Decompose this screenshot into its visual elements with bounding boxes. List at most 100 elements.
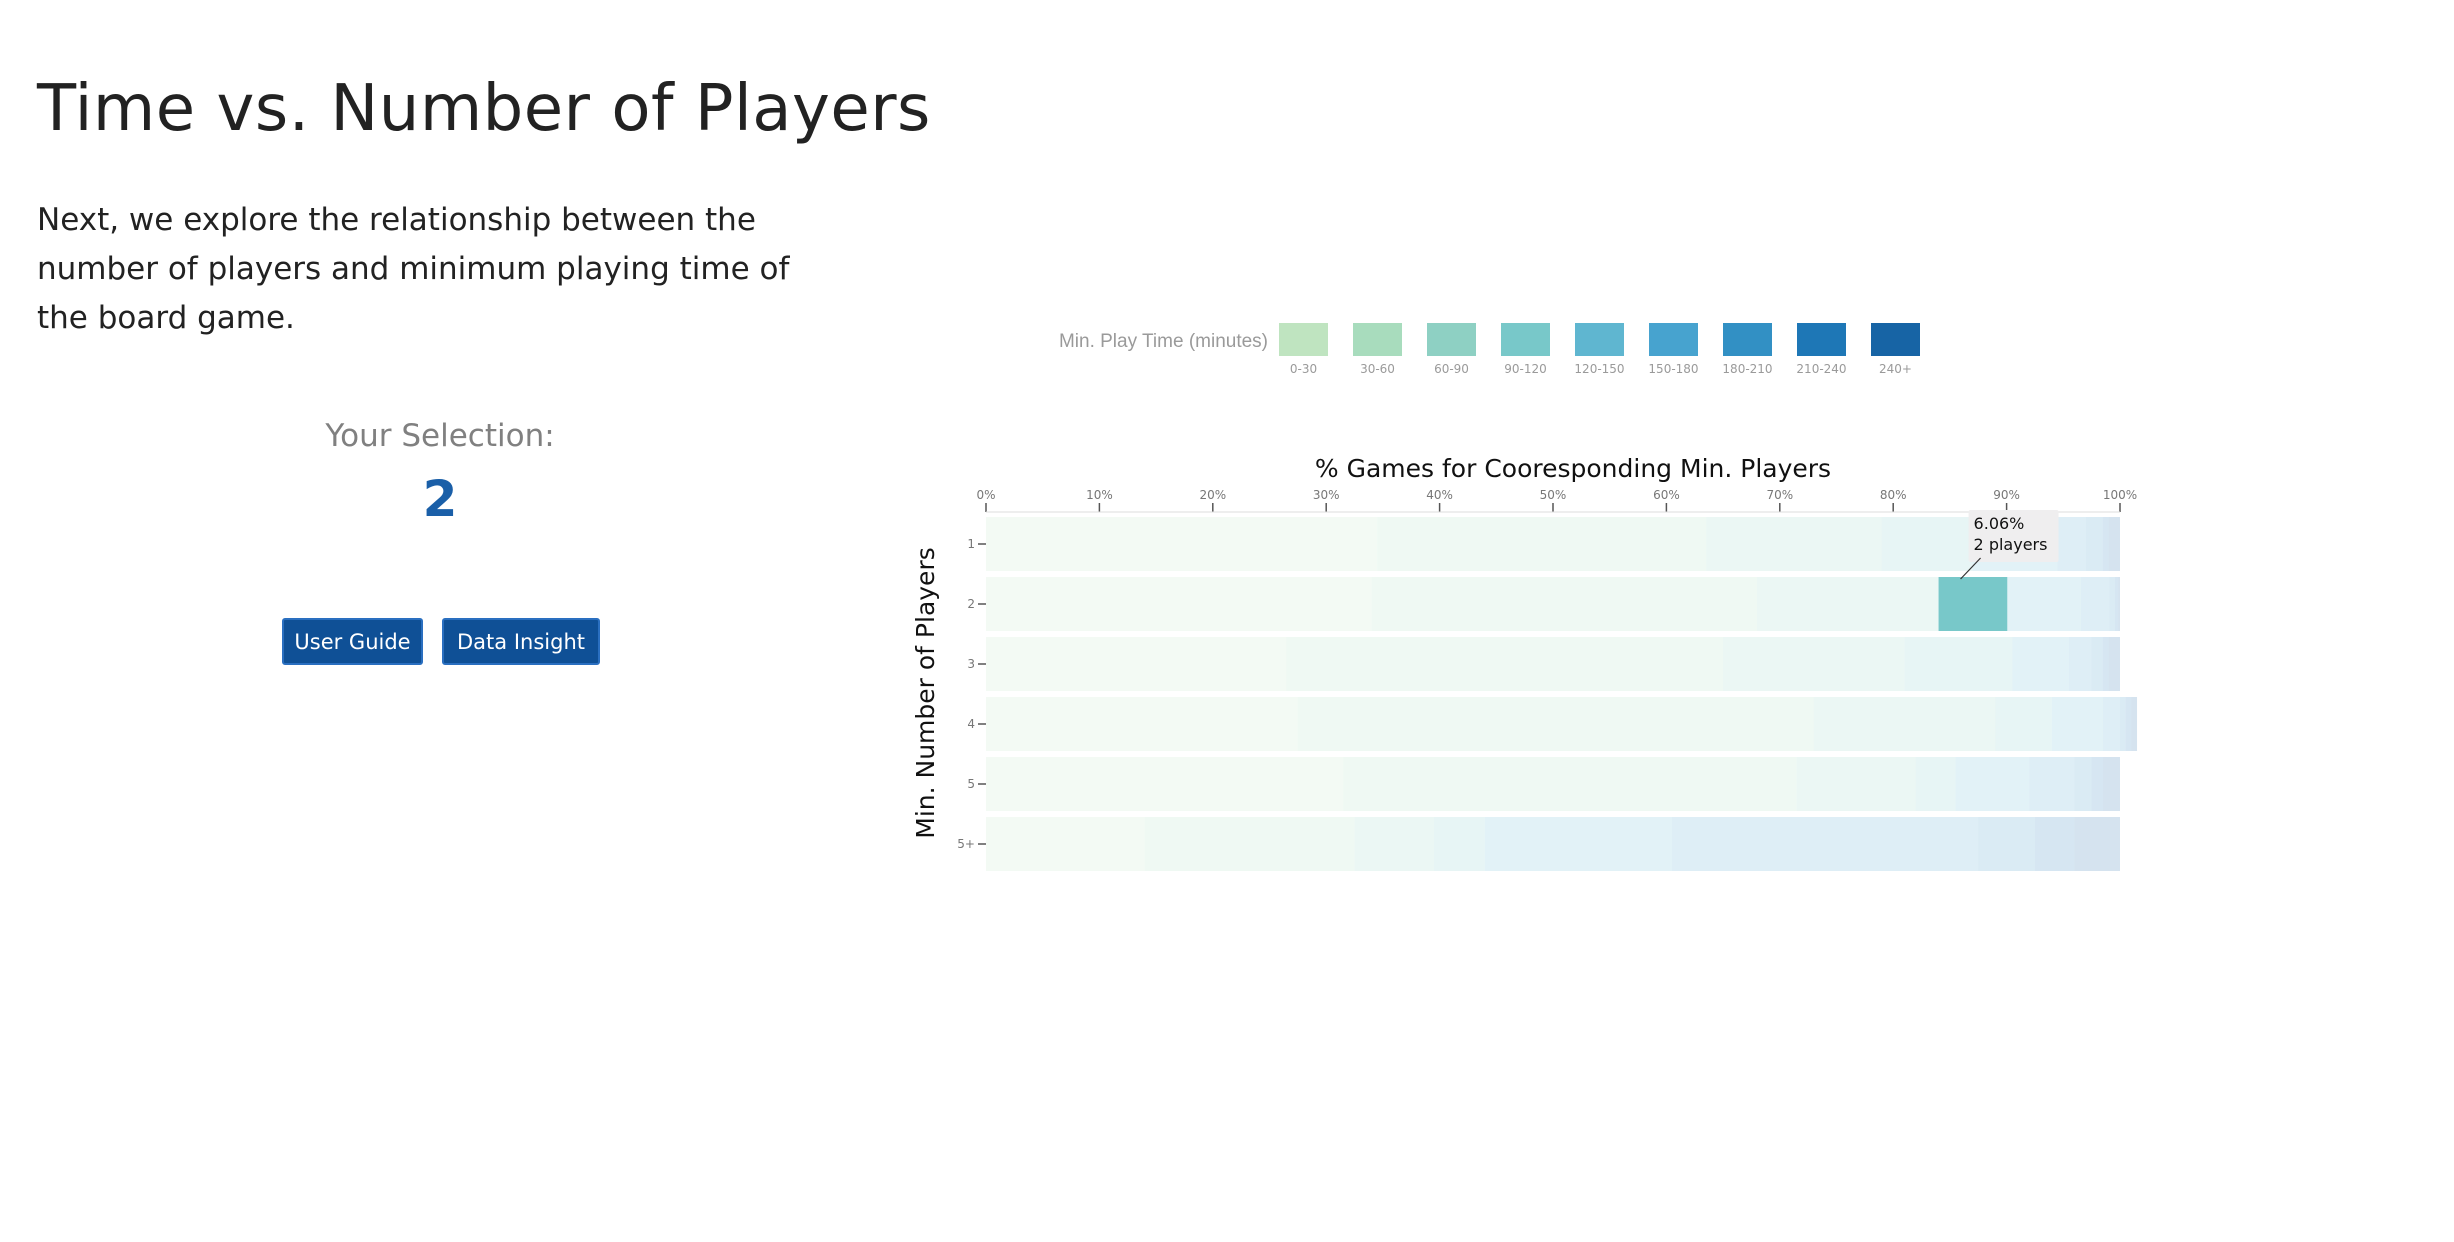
bar-segment-2-60-90 bbox=[1757, 577, 1939, 631]
bar-segment-4-240+ bbox=[2131, 697, 2138, 751]
y-tick-label: 4 bbox=[967, 717, 975, 731]
chart-title: % Games for Cooresponding Min. Players bbox=[1315, 454, 1831, 483]
legend-swatch-90-120 bbox=[1501, 323, 1550, 356]
x-tick-label: 20% bbox=[1199, 488, 1226, 502]
selection-label: Your Selection: bbox=[325, 418, 555, 454]
bar-segment-5+-60-90 bbox=[1354, 817, 1434, 871]
bar-segment-2-180-210 bbox=[2109, 577, 2116, 631]
legend-swatch-120-150 bbox=[1575, 323, 1624, 356]
legend-swatch-30-60 bbox=[1353, 323, 1402, 356]
bar-segment-1-60-90 bbox=[1706, 517, 1882, 571]
legend-swatch-240+ bbox=[1871, 323, 1920, 356]
bar-segment-5+-30-60 bbox=[1144, 817, 1355, 871]
legend-label-30-60: 30-60 bbox=[1360, 362, 1395, 376]
bar-segment-5-0-30 bbox=[986, 757, 1344, 811]
bar-segment-4-210-240 bbox=[2125, 697, 2132, 751]
tooltip-box bbox=[1968, 510, 2059, 562]
bar-segment-3-60-90 bbox=[1723, 637, 1905, 691]
y-tick-label: 5 bbox=[967, 777, 975, 791]
bar-segment-2-150-180 bbox=[2080, 577, 2110, 631]
bar-segment-5+-150-180 bbox=[1672, 817, 1979, 871]
bar-segment-1-210-240 bbox=[2102, 517, 2109, 571]
bar-segment-4-0-30 bbox=[986, 697, 1298, 751]
bar-segment-3-210-240 bbox=[2102, 637, 2109, 691]
bar-segment-2-240+ bbox=[2118, 577, 2120, 631]
legend-label-210-240: 210-240 bbox=[1796, 362, 1846, 376]
x-tick-label: 40% bbox=[1426, 488, 1453, 502]
bar-segment-2-210-240 bbox=[2115, 577, 2119, 631]
bar-segment-4-60-90 bbox=[1813, 697, 1996, 751]
data-insight-button[interactable]: Data Insight bbox=[442, 618, 600, 665]
x-tick-label: 50% bbox=[1540, 488, 1567, 502]
bar-segment-5+-0-30 bbox=[986, 817, 1145, 871]
bar-segment-2-120-150 bbox=[2007, 577, 2081, 631]
bar-segment-5-90-120 bbox=[1915, 757, 1956, 811]
legend-label-0-30: 0-30 bbox=[1290, 362, 1317, 376]
bar-segment-4-90-120 bbox=[1995, 697, 2052, 751]
bar-segment-4-150-180 bbox=[2102, 697, 2120, 751]
bar-segment-5-30-60 bbox=[1343, 757, 1797, 811]
bar-segment-4-30-60 bbox=[1297, 697, 1814, 751]
legend-label-90-120: 90-120 bbox=[1504, 362, 1547, 376]
bar-segment-1-0-30 bbox=[986, 517, 1378, 571]
bar-segment-3-0-30 bbox=[986, 637, 1287, 691]
legend-swatch-180-210 bbox=[1723, 323, 1772, 356]
bar-segment-5-120-150 bbox=[1955, 757, 2030, 811]
y-tick-label: 2 bbox=[967, 597, 975, 611]
legend-swatch-150-180 bbox=[1649, 323, 1698, 356]
bar-segment-2-0-30 bbox=[986, 577, 1372, 631]
bar-segment-5+-120-150 bbox=[1484, 817, 1673, 871]
bar-segment-2-30-60 bbox=[1371, 577, 1758, 631]
bar-segment-3-30-60 bbox=[1286, 637, 1724, 691]
bar-segment-5+-180-210 bbox=[1978, 817, 2035, 871]
legend-swatch-0-30 bbox=[1279, 323, 1328, 356]
legend-label-60-90: 60-90 bbox=[1434, 362, 1469, 376]
x-tick-label: 0% bbox=[976, 488, 995, 502]
bar-segment-5-180-210 bbox=[2074, 757, 2092, 811]
selection-value: 2 bbox=[422, 470, 458, 528]
x-tick-label: 10% bbox=[1086, 488, 1113, 502]
bar-segment-5-210-240 bbox=[2091, 757, 2103, 811]
user-guide-button[interactable]: User Guide bbox=[282, 618, 423, 665]
bar-segment-5+-210-240 bbox=[2034, 817, 2075, 871]
bar-segment-1-90-120 bbox=[1881, 517, 1973, 571]
bar-segment-1-30-60 bbox=[1377, 517, 1707, 571]
bar-segment-3-240+ bbox=[2108, 637, 2120, 691]
bar-segment-5+-240+ bbox=[2074, 817, 2120, 871]
legend-label-180-210: 180-210 bbox=[1722, 362, 1772, 376]
legend-label-120-150: 120-150 bbox=[1574, 362, 1624, 376]
legend-swatch-210-240 bbox=[1797, 323, 1846, 356]
y-tick-label: 5+ bbox=[957, 837, 975, 851]
bar-segment-5-240+ bbox=[2102, 757, 2120, 811]
bar-segment-5-60-90 bbox=[1796, 757, 1916, 811]
legend-label-150-180: 150-180 bbox=[1648, 362, 1698, 376]
bar-segment-1-180-210 bbox=[2085, 517, 2103, 571]
bar-segment-3-150-180 bbox=[2068, 637, 2092, 691]
x-tick-label: 100% bbox=[2103, 488, 2137, 502]
bar-segment-4-180-210 bbox=[2120, 697, 2126, 751]
bar-segment-5+-90-120 bbox=[1433, 817, 1485, 871]
bar-segment-3-90-120 bbox=[1904, 637, 2013, 691]
x-tick-label: 90% bbox=[1993, 488, 2020, 502]
bar-segment-5-150-180 bbox=[2029, 757, 2075, 811]
y-axis-label: Min. Number of Players bbox=[911, 547, 940, 839]
bar-segment-3-120-150 bbox=[2012, 637, 2069, 691]
legend-label-240+: 240+ bbox=[1879, 362, 1912, 376]
x-tick-label: 80% bbox=[1880, 488, 1907, 502]
legend-swatch-60-90 bbox=[1427, 323, 1476, 356]
bar-segment-4-120-150 bbox=[2051, 697, 2103, 751]
x-tick-label: 30% bbox=[1313, 488, 1340, 502]
tooltip-value: 6.06% bbox=[1974, 514, 2025, 533]
x-tick-label: 70% bbox=[1766, 488, 1793, 502]
legend-title: Min. Play Time (minutes) bbox=[1059, 331, 1268, 352]
x-tick-label: 60% bbox=[1653, 488, 1680, 502]
tooltip-players: 2 players bbox=[1974, 535, 2048, 554]
bar-segment-1-240+ bbox=[2108, 517, 2120, 571]
y-tick-label: 1 bbox=[967, 537, 975, 551]
bar-segment-2-90-120 bbox=[1938, 577, 2008, 631]
page-title: Time vs. Number of Players bbox=[37, 72, 931, 146]
intro-paragraph: Next, we explore the relationship betwee… bbox=[37, 202, 790, 336]
y-tick-label: 3 bbox=[967, 657, 975, 671]
tooltip-pointer bbox=[1960, 557, 1981, 580]
